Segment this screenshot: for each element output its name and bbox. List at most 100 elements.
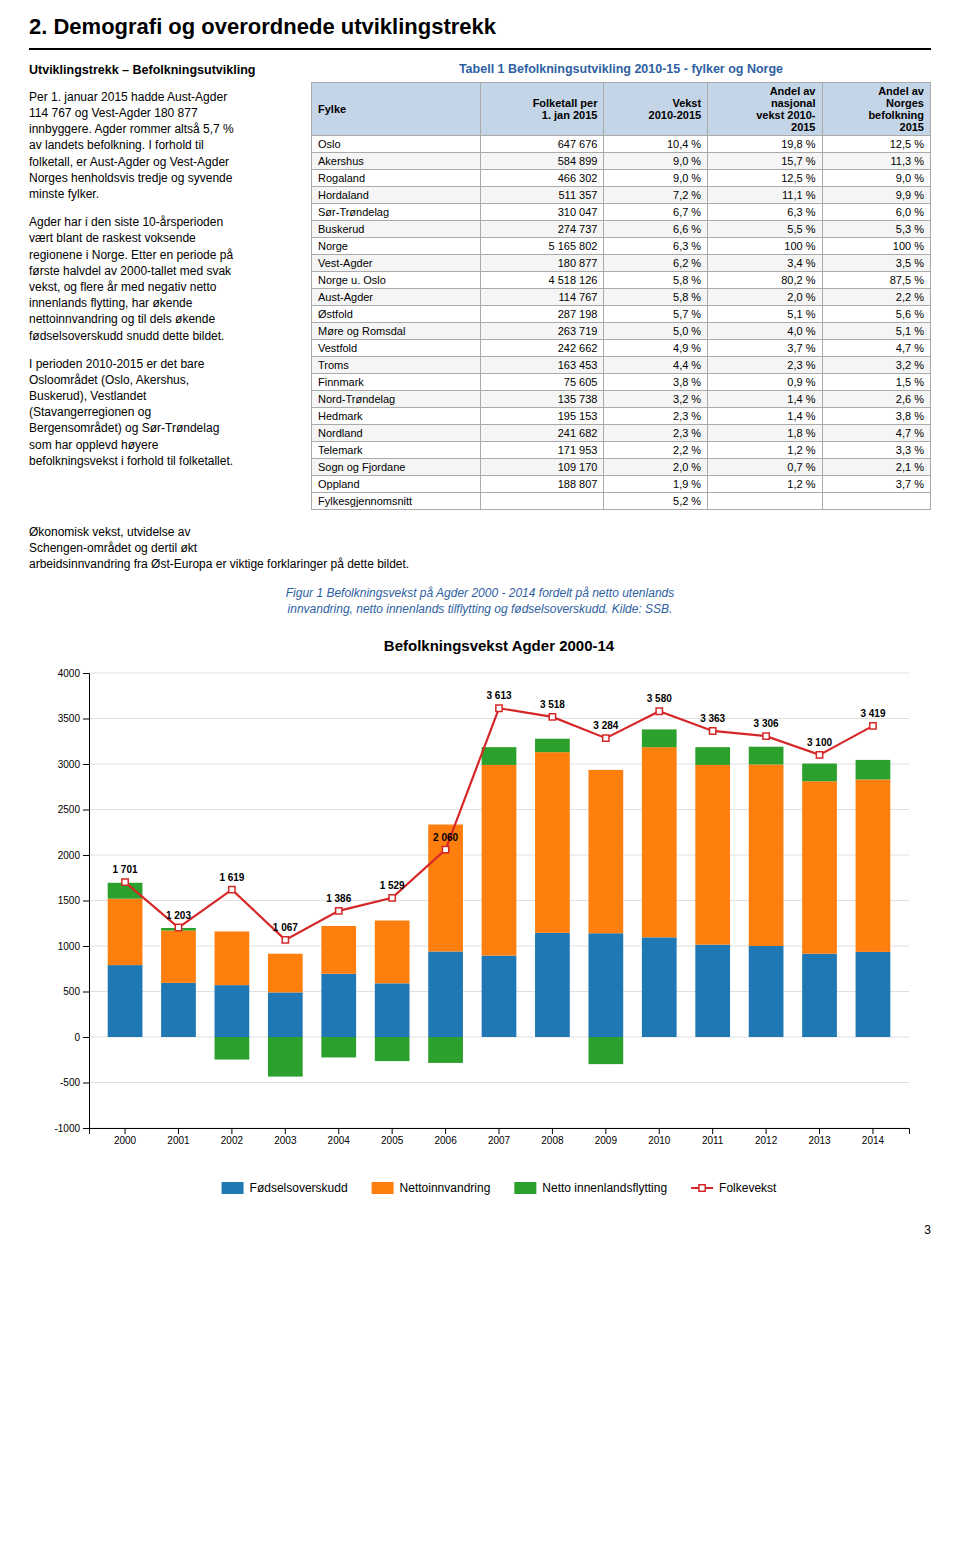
bar [268,954,303,993]
x-tick-label: 2011 [702,1135,724,1146]
table-footer-cell: Fylkesgjennomsnitt [312,493,481,510]
marker [496,705,502,711]
data-label: 1 203 [166,909,191,920]
table-cell: Norge [312,238,481,255]
table-cell: Østfold [312,306,481,323]
table-cell: 3,7 % [708,340,822,357]
top-block: Utviklingstrekk – Befolkningsutvikling Pe… [29,62,931,510]
table-column: Tabell 1 Befolkningsutvikling 2010-15 - … [311,62,931,510]
y-tick: 4000 [58,668,89,679]
table-row: Vestfold242 6624,9 %3,7 %4,7 % [312,340,931,357]
table-cell: 1,8 % [708,425,822,442]
table-header-row: FylkeFolketall per 1. jan 2015Vekst 2010… [312,83,931,136]
data-label: 3 100 [807,737,832,748]
figure-caption: Figur 1 Befolkningsvekst på Agder 2000 -… [29,585,931,617]
table-cell: 2,2 % [604,442,708,459]
table-cell: 2,3 % [604,425,708,442]
x-tick-mark [392,1128,393,1134]
x-tick: 2009 [595,1128,618,1146]
x-tick-mark [178,1128,179,1134]
table-cell: 287 198 [481,306,604,323]
bar [535,752,570,933]
legend-swatch [372,1182,394,1194]
paragraph: Per 1. januar 2015 hadde Aust-Agder 114 … [29,89,299,202]
table-cell: 6,6 % [604,221,708,238]
table-cell: 4,7 % [822,425,931,442]
table-cell: Vestfold [312,340,481,357]
x-tick: 2003 [274,1128,297,1146]
x-tick-label: 2012 [755,1135,778,1146]
x-tick-mark [872,1128,873,1134]
marker [870,723,876,729]
bar [375,920,410,983]
table-cell: 263 719 [481,323,604,340]
y-tick-label: 0 [74,1032,80,1043]
x-tick-label: 2014 [862,1135,885,1146]
table-cell: 80,2 % [708,272,822,289]
x-tick-mark [338,1128,339,1134]
y-tick-mark [83,900,89,901]
y-tick-mark [83,764,89,765]
bar [695,945,730,1037]
bar [588,1037,623,1064]
table-cell: 109 170 [481,459,604,476]
table-cell: 5,1 % [708,306,822,323]
caption-line: innvandring, netto innenlands tilflyttin… [29,601,931,617]
table-cell: 6,0 % [822,204,931,221]
bar [749,747,784,765]
bar [535,739,570,752]
y-tick: 2000 [58,850,89,861]
x-tick-mark [231,1128,232,1134]
x-tick: 2012 [755,1128,778,1146]
table-head: FylkeFolketall per 1. jan 2015Vekst 2010… [312,83,931,136]
data-labels: 1 7011 2031 6191 0671 3861 5292 0603 613… [113,690,886,933]
marker [122,879,128,885]
data-label: 1 067 [273,922,298,933]
table-cell: 5,3 % [822,221,931,238]
table-cell: Hordaland [312,187,481,204]
paragraph: Agder har i den siste 10-årsperioden vær… [29,214,299,344]
y-tick: 3000 [58,759,89,770]
x-tick-label: 2008 [541,1135,564,1146]
legend-swatch [514,1182,536,1194]
bar [588,770,623,933]
bar [215,985,250,1037]
bar [482,747,517,765]
table-cell: 2,2 % [822,289,931,306]
bar [642,747,677,937]
y-tick: 500 [63,986,89,997]
table-cell: 12,5 % [822,136,931,153]
table-cell: 11,1 % [708,187,822,204]
table-cell: 3,4 % [708,255,822,272]
y-tick-label: 3500 [58,713,81,724]
x-tick-mark [712,1128,713,1134]
bar [802,781,837,953]
table-cell: 4 518 126 [481,272,604,289]
table-cell: 584 899 [481,153,604,170]
paragraph: Økonomisk vekst, utvidelse av Schengen-o… [29,524,931,573]
bar [108,965,143,1037]
table-cell: 5,0 % [604,323,708,340]
bar [321,974,356,1037]
grid-line [89,672,909,673]
table-row: Rogaland466 3029,0 %12,5 %9,0 % [312,170,931,187]
x-axis: 2000200120022003200420052006200720082009… [90,1128,910,1146]
table-cell: Vest-Agder [312,255,481,272]
data-label: 1 386 [326,893,351,904]
table-cell: 87,5 % [822,272,931,289]
bar [482,765,517,956]
section-title: Utviklingstrekk – Befolkningsutvikling [29,62,299,79]
table-row: Oslo647 67610,4 %19,8 %12,5 % [312,136,931,153]
marker [710,728,716,734]
data-label: 3 613 [486,690,511,701]
bar-series [108,747,891,992]
bar [321,926,356,974]
table-cell: 5,1 % [822,323,931,340]
marker [229,886,235,892]
text-column: Utviklingstrekk – Befolkningsutvikling Pe… [29,62,299,510]
table-cell: 9,9 % [822,187,931,204]
marker [656,708,662,714]
legend-label: Folkevekst [719,1181,777,1195]
bar [856,760,891,780]
table-cell: 188 807 [481,476,604,493]
